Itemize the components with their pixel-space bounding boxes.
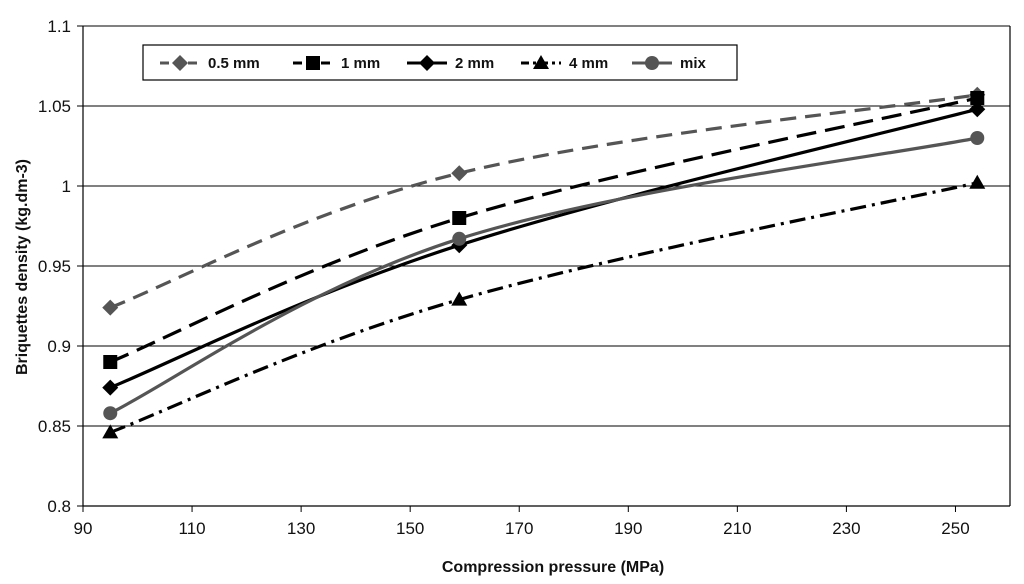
- data-point-0-5-mm: [451, 165, 468, 182]
- legend-label-0-5-mm: 0.5 mm: [208, 55, 260, 72]
- series-4-mm: [102, 174, 986, 439]
- legend-marker-mix: [645, 56, 659, 70]
- x-tick-label: 90: [74, 519, 93, 538]
- y-tick-label: 1.05: [38, 97, 71, 116]
- data-point-2-mm: [102, 379, 119, 396]
- x-tick-label: 190: [614, 519, 642, 538]
- y-tick-label: 0.8: [47, 497, 71, 516]
- x-axis-title: Compression pressure (MPa): [442, 559, 664, 576]
- series-1-mm: [103, 91, 985, 369]
- x-tick-label: 250: [941, 519, 969, 538]
- legend-marker-4-mm: [533, 55, 549, 69]
- x-tick-label: 230: [832, 519, 860, 538]
- data-point-4-mm: [969, 174, 986, 189]
- legend-label-2-mm: 2 mm: [455, 55, 494, 72]
- y-tick-label: 1: [62, 177, 71, 196]
- legend-marker-0-5-mm: [172, 55, 188, 71]
- data-point-2-mm: [969, 101, 986, 118]
- legend-item-2-mm: 2 mm: [407, 55, 494, 72]
- legend-label-4-mm: 4 mm: [569, 55, 608, 72]
- x-tick-label: 150: [396, 519, 424, 538]
- data-point-4-mm: [102, 424, 119, 439]
- legend-item-4-mm: 4 mm: [521, 55, 608, 72]
- x-tick-label: 170: [505, 519, 533, 538]
- legend-label-mix: mix: [680, 55, 707, 72]
- legend-marker-1-mm: [306, 56, 320, 70]
- data-point-1-mm: [970, 91, 985, 105]
- data-point-1-mm: [103, 355, 118, 369]
- data-point-1-mm: [452, 211, 467, 225]
- data-point-mix: [103, 406, 118, 421]
- series-line-mix: [109, 136, 978, 415]
- x-tick-label: 110: [179, 519, 206, 538]
- legend-item-mix: mix: [632, 55, 707, 72]
- tick-labels: 0.8 0.85 0.9 0.95 1 1.05 1.1 90 110 130 150 170 190 2…: [38, 17, 970, 538]
- x-tick-label: 210: [723, 519, 751, 538]
- data-point-mix: [970, 131, 985, 145]
- legend-marker-2-mm: [419, 55, 435, 71]
- series-line-1-mm: [109, 96, 978, 364]
- axes: [77, 25, 1011, 512]
- data-point-4-mm: [451, 291, 468, 306]
- data-point-0-5-mm: [102, 299, 119, 316]
- series-0-5-mm: [102, 86, 986, 316]
- legend-item-0-5-mm: 0.5 mm: [160, 55, 260, 72]
- grid-lines: [83, 25, 1010, 427]
- data-series: [102, 86, 986, 439]
- y-tick-label: 0.9: [47, 337, 71, 356]
- legend-label-1-mm: 1 mm: [341, 55, 380, 72]
- series-mix: [103, 131, 985, 421]
- y-tick-label: 1.1: [47, 17, 71, 36]
- series-line-2-mm: [109, 107, 978, 390]
- series-line-0-5-mm: [109, 93, 978, 310]
- x-tick-label: 130: [287, 519, 315, 538]
- y-axis-title: Briquettes density (kg.dm-3): [14, 159, 31, 375]
- y-tick-label: 0.95: [38, 257, 71, 276]
- legend: 0.5 mm 1 mm 2 mm 4 mm mix: [142, 44, 738, 81]
- data-point-mix: [452, 231, 467, 246]
- series-line-4-mm: [109, 181, 978, 434]
- legend-item-1-mm: 1 mm: [293, 55, 380, 72]
- series-2-mm: [102, 101, 986, 396]
- y-tick-label: 0.85: [38, 417, 71, 436]
- legend-items: 0.5 mm 1 mm 2 mm 4 mm mix: [160, 55, 707, 72]
